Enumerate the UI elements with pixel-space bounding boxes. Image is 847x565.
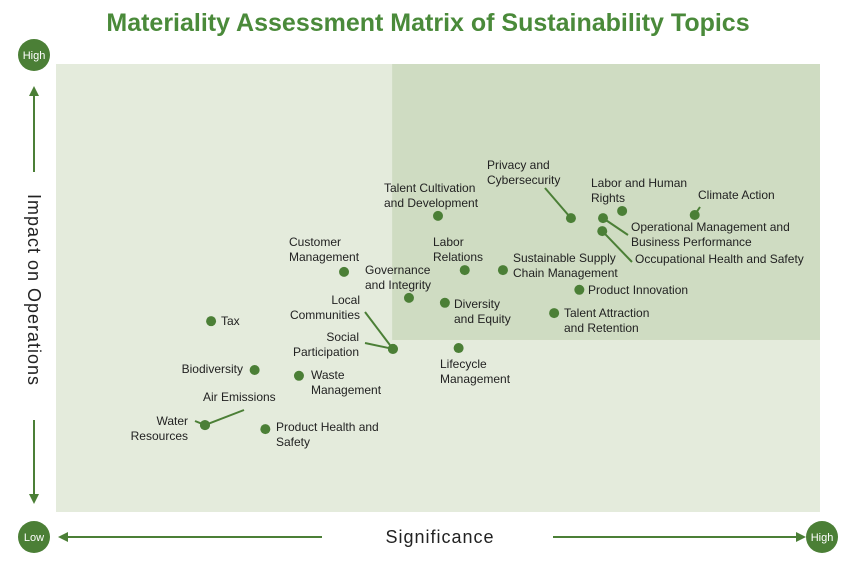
y-axis-label: Impact on Operations <box>24 194 44 386</box>
y-high-label: High <box>23 50 46 62</box>
leader-line-air-emissions <box>204 409 245 427</box>
point-labor-and-human-rights <box>617 205 628 216</box>
label-labor-and-human-rights: Labor and Human Rights <box>591 176 687 205</box>
leader-line-local-communities <box>364 311 394 350</box>
x-arrowhead-left-icon <box>58 532 68 542</box>
x-axis-label: Significance <box>385 527 494 547</box>
point-waste-management <box>293 370 304 381</box>
x-low-label: Low <box>24 532 44 544</box>
point-social-participation <box>387 343 398 354</box>
label-lifecycle-management: Lifecycle Management <box>440 357 511 386</box>
point-diversity-and-equity <box>439 297 450 308</box>
point-lifecycle-management <box>453 343 464 354</box>
point-governance-and-integrity <box>403 292 414 303</box>
point-tax <box>206 316 217 327</box>
label-tax: Tax <box>221 314 240 328</box>
point-operational-management-and-business-performance <box>598 213 609 224</box>
label-governance-and-integrity: Governance and Integrity <box>365 263 431 292</box>
label-water-resources: Water Resources <box>131 414 188 443</box>
point-climate-action <box>689 209 700 220</box>
label-talent-cultivation-and-development: Talent Cultivation and Development <box>384 181 479 210</box>
label-biodiversity: Biodiversity <box>182 362 243 376</box>
label-climate-action: Climate Action <box>698 188 775 202</box>
point-biodiversity <box>249 364 260 375</box>
label-privacy-and-cybersecurity: Privacy and Cybersecurity <box>487 158 560 187</box>
x-low-badge <box>18 521 50 553</box>
leader-line-occupational-health-and-safety <box>601 230 633 263</box>
point-talent-attraction-and-retention <box>549 308 560 319</box>
high-priority-region <box>392 64 820 340</box>
label-occupational-health-and-safety: Occupational Health and Safety <box>635 252 804 266</box>
y-high-badge <box>18 39 50 71</box>
label-sustainable-supply-chain-management: Sustainable Supply Chain Management <box>513 251 618 280</box>
y-arrowhead-icon <box>29 86 39 96</box>
point-water-resources <box>199 420 210 431</box>
label-product-health-and-safety: Product Health and Safety <box>276 420 379 449</box>
x-high-label: High <box>811 532 834 544</box>
label-labor-relations: Labor Relations <box>433 235 483 264</box>
point-privacy-and-cybersecurity <box>565 213 576 224</box>
point-labor-relations <box>459 265 470 276</box>
point-sustainable-supply-chain-management <box>497 265 508 276</box>
chart-title: Materiality Assessment Matrix of Sustain… <box>106 9 749 37</box>
point-occupational-health-and-safety <box>597 226 608 237</box>
leader-line-privacy-and-cybersecurity <box>544 187 572 219</box>
point-customer-management <box>339 266 350 277</box>
label-social-participation: Social Participation <box>293 330 359 359</box>
point-product-health-and-safety <box>260 424 271 435</box>
leader-line-operational-management-and-business-performance <box>602 217 629 236</box>
label-operational-management-and-business-performance: Operational Management and Business Perfo… <box>631 220 790 249</box>
label-talent-attraction-and-retention: Talent Attraction and Retention <box>564 306 649 335</box>
x-high-badge <box>806 521 838 553</box>
y-arrowhead-down-icon <box>29 494 39 504</box>
label-air-emissions: Air Emissions <box>203 390 276 404</box>
label-local-communities: Local Communities <box>290 293 360 322</box>
label-diversity-and-equity: Diversity and Equity <box>454 297 511 326</box>
label-customer-management: Customer Management <box>289 235 360 264</box>
label-product-innovation: Product Innovation <box>588 283 688 297</box>
point-product-innovation <box>574 284 585 295</box>
label-waste-management: Waste Management <box>311 368 382 397</box>
x-arrowhead-right-icon <box>796 532 806 542</box>
point-talent-cultivation-and-development <box>433 210 443 221</box>
